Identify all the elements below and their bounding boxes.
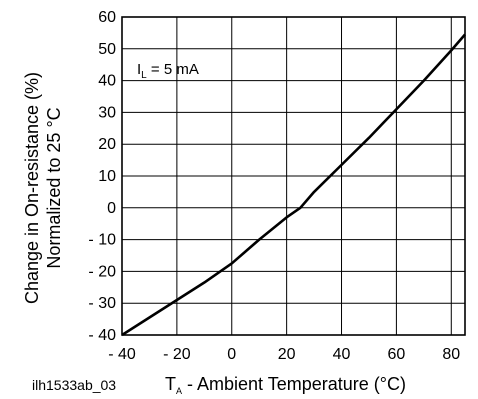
y-tick-label: 30	[98, 104, 116, 121]
y-tick-label: - 10	[88, 232, 116, 249]
y-tick-labels: - 40 - 30 - 20 - 10 0 10 20 30 40 50 60	[88, 9, 116, 344]
x-axis-title-subscript: A	[176, 386, 182, 396]
series-layer	[121, 33, 466, 337]
x-axis-title-symbol: T	[165, 374, 176, 394]
y-tick-label: 10	[98, 168, 116, 185]
y-axis-title-line1: Change in On-resistance (%)	[22, 72, 42, 304]
x-tick-label: 60	[388, 346, 406, 363]
x-tick-label: 80	[442, 346, 460, 363]
x-tick-label: 20	[278, 346, 296, 363]
y-tick-label: - 40	[88, 327, 116, 344]
plot-frame	[121, 16, 466, 336]
y-tick-label: 60	[98, 9, 116, 26]
x-tick-label: 0	[227, 346, 236, 363]
y-axis-title-line2: Normalized to 25 °C	[44, 107, 64, 268]
annotation-subscript: L	[141, 70, 147, 81]
x-tick-label: - 20	[163, 346, 191, 363]
y-tick-label: 40	[98, 73, 116, 90]
annotation-rest: = 5 mA	[147, 61, 199, 78]
series-line	[121, 33, 466, 337]
annotation-symbol: I	[137, 61, 141, 78]
y-tick-label: - 20	[88, 263, 116, 280]
annotation-label: IL = 5 mA	[137, 61, 199, 81]
x-tick-label: 40	[333, 346, 351, 363]
x-tick-labels: - 40 - 20 0 20 40 60 80	[108, 346, 460, 363]
y-tick-label: 50	[98, 41, 116, 58]
grid	[121, 16, 466, 336]
figure-id: ilh1533ab_03	[32, 377, 116, 393]
y-tick-label: 20	[98, 136, 116, 153]
x-axis-title: TA - Ambient Temperature (°C)	[165, 374, 406, 396]
x-tick-label: - 40	[108, 346, 136, 363]
y-tick-label: 0	[107, 200, 116, 217]
x-axis-title-rest: - Ambient Temperature (°C)	[182, 374, 406, 394]
y-tick-label: - 30	[88, 295, 116, 312]
